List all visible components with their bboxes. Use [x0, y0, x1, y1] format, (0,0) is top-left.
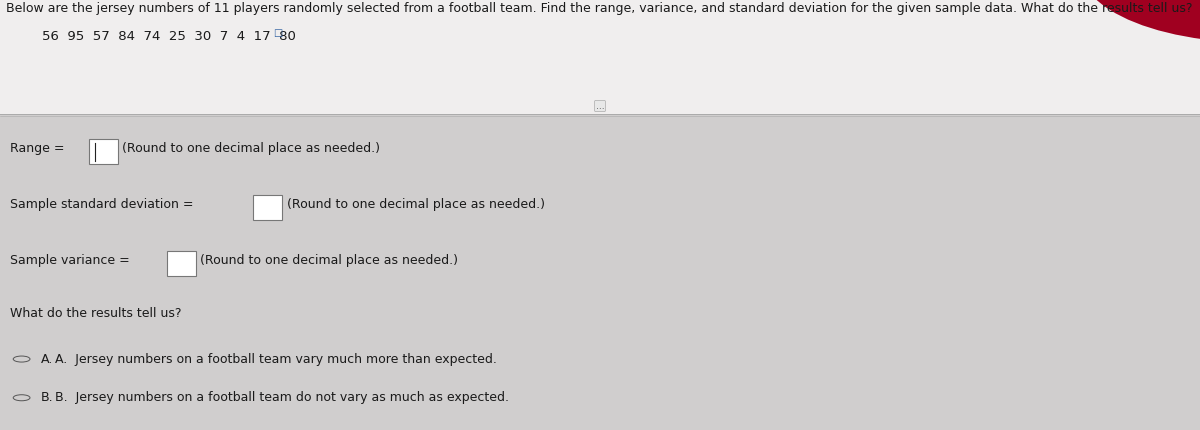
Ellipse shape [1078, 0, 1200, 43]
Text: Sample variance =: Sample variance = [10, 254, 133, 267]
FancyBboxPatch shape [253, 195, 282, 220]
Text: Range =: Range = [10, 142, 68, 155]
Text: (Round to one decimal place as needed.): (Round to one decimal place as needed.) [287, 198, 545, 211]
Text: Sample standard deviation =: Sample standard deviation = [10, 198, 197, 211]
Text: (Round to one decimal place as needed.): (Round to one decimal place as needed.) [200, 254, 458, 267]
Text: (Round to one decimal place as needed.): (Round to one decimal place as needed.) [122, 142, 380, 155]
Text: B.: B. [41, 391, 54, 404]
Text: ...: ... [595, 101, 605, 111]
Text: Below are the jersey numbers of 11 players randomly selected from a football tea: Below are the jersey numbers of 11 playe… [6, 2, 1193, 15]
Text: □: □ [274, 28, 283, 38]
FancyBboxPatch shape [0, 0, 1200, 114]
Text: A.: A. [41, 353, 53, 366]
FancyBboxPatch shape [167, 251, 196, 276]
Text: 56  95  57  84  74  25  30  7  4  17  80: 56 95 57 84 74 25 30 7 4 17 80 [42, 30, 296, 43]
FancyBboxPatch shape [89, 139, 118, 164]
Text: B.  Jersey numbers on a football team do not vary as much as expected.: B. Jersey numbers on a football team do … [55, 391, 509, 404]
Text: What do the results tell us?: What do the results tell us? [10, 307, 181, 320]
Text: A.  Jersey numbers on a football team vary much more than expected.: A. Jersey numbers on a football team var… [55, 353, 497, 366]
